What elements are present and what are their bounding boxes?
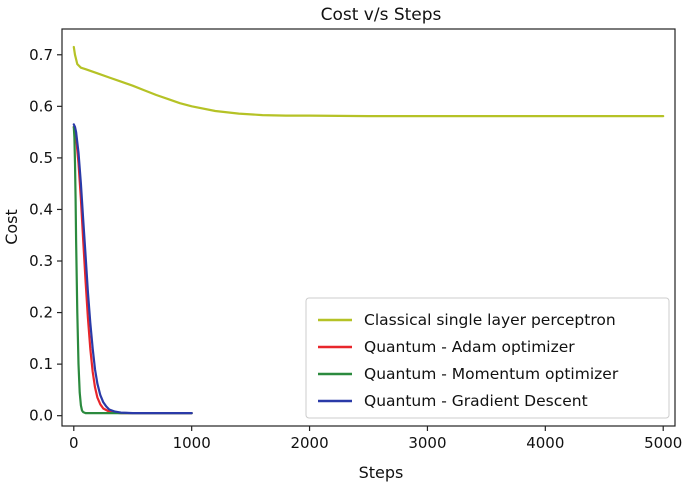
series-line-2 — [72, 125, 193, 415]
series-line-1 — [72, 45, 665, 118]
y-tick-label: 0.4 — [29, 200, 53, 218]
x-tick-label: 2000 — [290, 434, 328, 452]
y-tick-label: 0.7 — [29, 46, 53, 64]
x-axis: 0 1000 2000 3000 4000 5000 — [69, 426, 682, 452]
y-tick-label: 0.6 — [29, 97, 53, 115]
legend-label: Quantum - Gradient Descent — [364, 392, 588, 410]
y-tick-label: 0.2 — [29, 304, 53, 322]
y-tick-label: 0.1 — [29, 355, 53, 373]
y-tick-label: 0.5 — [29, 149, 53, 167]
x-tick-label: 3000 — [408, 434, 446, 452]
legend-label: Quantum - Adam optimizer — [364, 338, 575, 356]
y-axis-label: Cost — [2, 209, 21, 245]
series-line-4 — [72, 123, 193, 415]
x-tick-label: 0 — [69, 434, 79, 452]
chart-title: Cost v/s Steps — [321, 5, 442, 25]
legend-label: Classical single layer perceptron — [364, 311, 616, 329]
y-tick-label: 0.0 — [29, 407, 53, 425]
x-axis-label: Steps — [359, 463, 404, 482]
legend-box — [305, 297, 670, 419]
y-tick-label: 0.3 — [29, 252, 53, 270]
plot-area-frame — [61, 28, 676, 427]
plot-lines — [72, 45, 665, 415]
y-axis: 0.0 0.1 0.2 0.3 0.4 0.5 0.6 0.7 — [29, 46, 62, 425]
series-line-3 — [72, 125, 193, 415]
x-tick-label: 4000 — [526, 434, 564, 452]
legend: Classical single layer perceptron Quantum… — [305, 297, 670, 419]
x-tick-label: 1000 — [173, 434, 211, 452]
x-tick-label: 5000 — [644, 434, 682, 452]
legend-label: Quantum - Momentum optimizer — [364, 365, 619, 383]
